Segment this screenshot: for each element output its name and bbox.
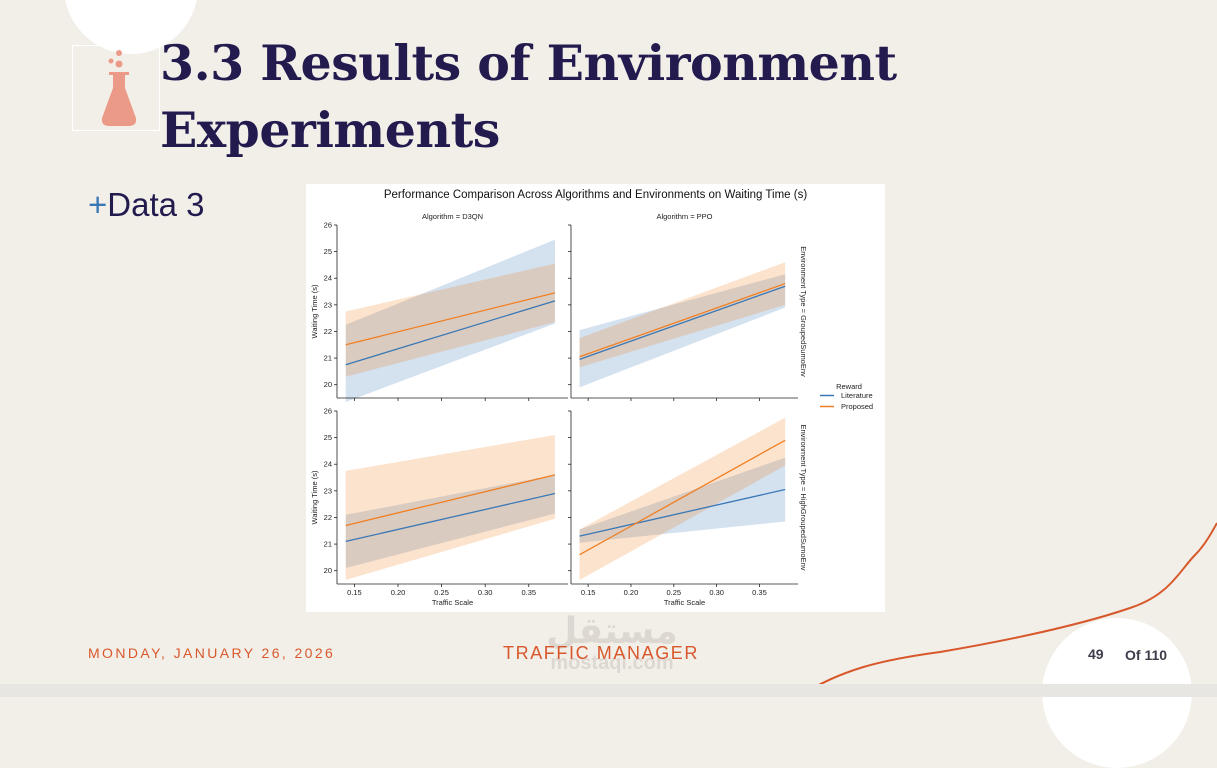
flask-icon	[101, 50, 137, 126]
footer-date: MONDAY, JANUARY 26, 2026	[88, 645, 336, 661]
chart-title: Performance Comparison Across Algorithms…	[384, 189, 807, 201]
panel-2-row-title: Environment Type = GroupedSumoEnv	[799, 246, 808, 377]
x-axis-label: Traffic Scale	[664, 598, 705, 607]
panel-3-line-literature	[345, 492, 556, 543]
x-tick-label: 0.25	[434, 588, 449, 597]
panel-2-line-literature	[579, 285, 786, 361]
bottom-strip	[0, 684, 1217, 697]
panel-1-ci-band-literature	[345, 239, 555, 402]
panel-4-line-proposed	[579, 439, 786, 556]
watermark-latin: mostaql.com	[550, 652, 674, 674]
flask-icon-frame	[72, 45, 160, 131]
y-tick-label: 24	[324, 460, 332, 469]
y-tick-label: 24	[324, 274, 332, 283]
bullet-item: +Data 3	[88, 186, 205, 224]
y-tick-label: 25	[324, 247, 332, 256]
legend-label-literature: Literature	[841, 391, 873, 400]
chart-panel: Performance Comparison Across Algorithms…	[306, 184, 885, 612]
decorative-curve	[797, 522, 1217, 697]
y-tick-label: 21	[324, 354, 332, 363]
panel-1-col-title: Algorithm = D3QN	[422, 212, 483, 221]
panel-4-line-literature	[579, 488, 786, 537]
panel-3-ci-band-literature	[345, 474, 555, 569]
x-tick-label: 0.20	[391, 588, 406, 597]
y-tick-label: 22	[324, 327, 332, 336]
panel-2-line-proposed	[579, 282, 786, 358]
x-tick-label: 0.30	[478, 588, 493, 597]
y-tick-label: 22	[324, 513, 332, 522]
y-axis-label: Waiting Time (s)	[310, 470, 319, 524]
y-tick-label: 26	[324, 221, 332, 230]
y-tick-label: 26	[324, 407, 332, 416]
panel-2-col-title: Algorithm = PPO	[656, 212, 712, 221]
panel-4-ci-band-literature	[579, 457, 786, 543]
bullet-label: Data 3	[107, 186, 205, 223]
x-tick-label: 0.20	[624, 588, 639, 597]
y-tick-label: 20	[324, 566, 332, 575]
footer-title: TRAFFIC MANAGER	[503, 643, 700, 663]
panel-1-line-literature	[345, 300, 556, 366]
facet-line-chart: Performance Comparison Across Algorithms…	[310, 189, 873, 607]
panel-1-line-proposed	[345, 292, 556, 346]
panel-4-ci-band-proposed	[579, 417, 786, 581]
page-number: 49	[1088, 646, 1104, 662]
legend-title: Reward	[836, 382, 862, 391]
y-axis-label: Waiting Time (s)	[310, 284, 319, 338]
x-tick-label: 0.15	[581, 588, 596, 597]
y-tick-label: 23	[324, 486, 332, 495]
x-tick-label: 0.25	[666, 588, 681, 597]
y-tick-label: 20	[324, 380, 332, 389]
x-axis-label: Traffic Scale	[432, 598, 473, 607]
legend-label-proposed: Proposed	[841, 402, 873, 411]
watermark-arabic: مستقل	[546, 611, 678, 652]
x-tick-label: 0.15	[347, 588, 362, 597]
slide-title: 3.3 Results of Environment Experiments	[160, 30, 897, 164]
x-tick-label: 0.30	[709, 588, 724, 597]
y-tick-label: 21	[324, 540, 332, 549]
panel-3-ci-band-proposed	[345, 434, 555, 581]
y-tick-label: 25	[324, 433, 332, 442]
slide-title-line-2: Experiments	[160, 101, 500, 159]
y-tick-label: 23	[324, 300, 332, 309]
panel-4-row-title: Environment Type = HighGroupedSumoEnv	[799, 425, 808, 571]
plus-icon: +	[88, 186, 108, 223]
x-tick-label: 0.35	[752, 588, 767, 597]
x-tick-label: 0.35	[521, 588, 536, 597]
watermark: مستقل mostaql.com	[532, 611, 692, 675]
page-total: Of 110	[1125, 647, 1168, 663]
slide-title-line-1: 3.3 Results of Environment	[160, 34, 897, 92]
panel-3-line-proposed	[345, 474, 556, 527]
